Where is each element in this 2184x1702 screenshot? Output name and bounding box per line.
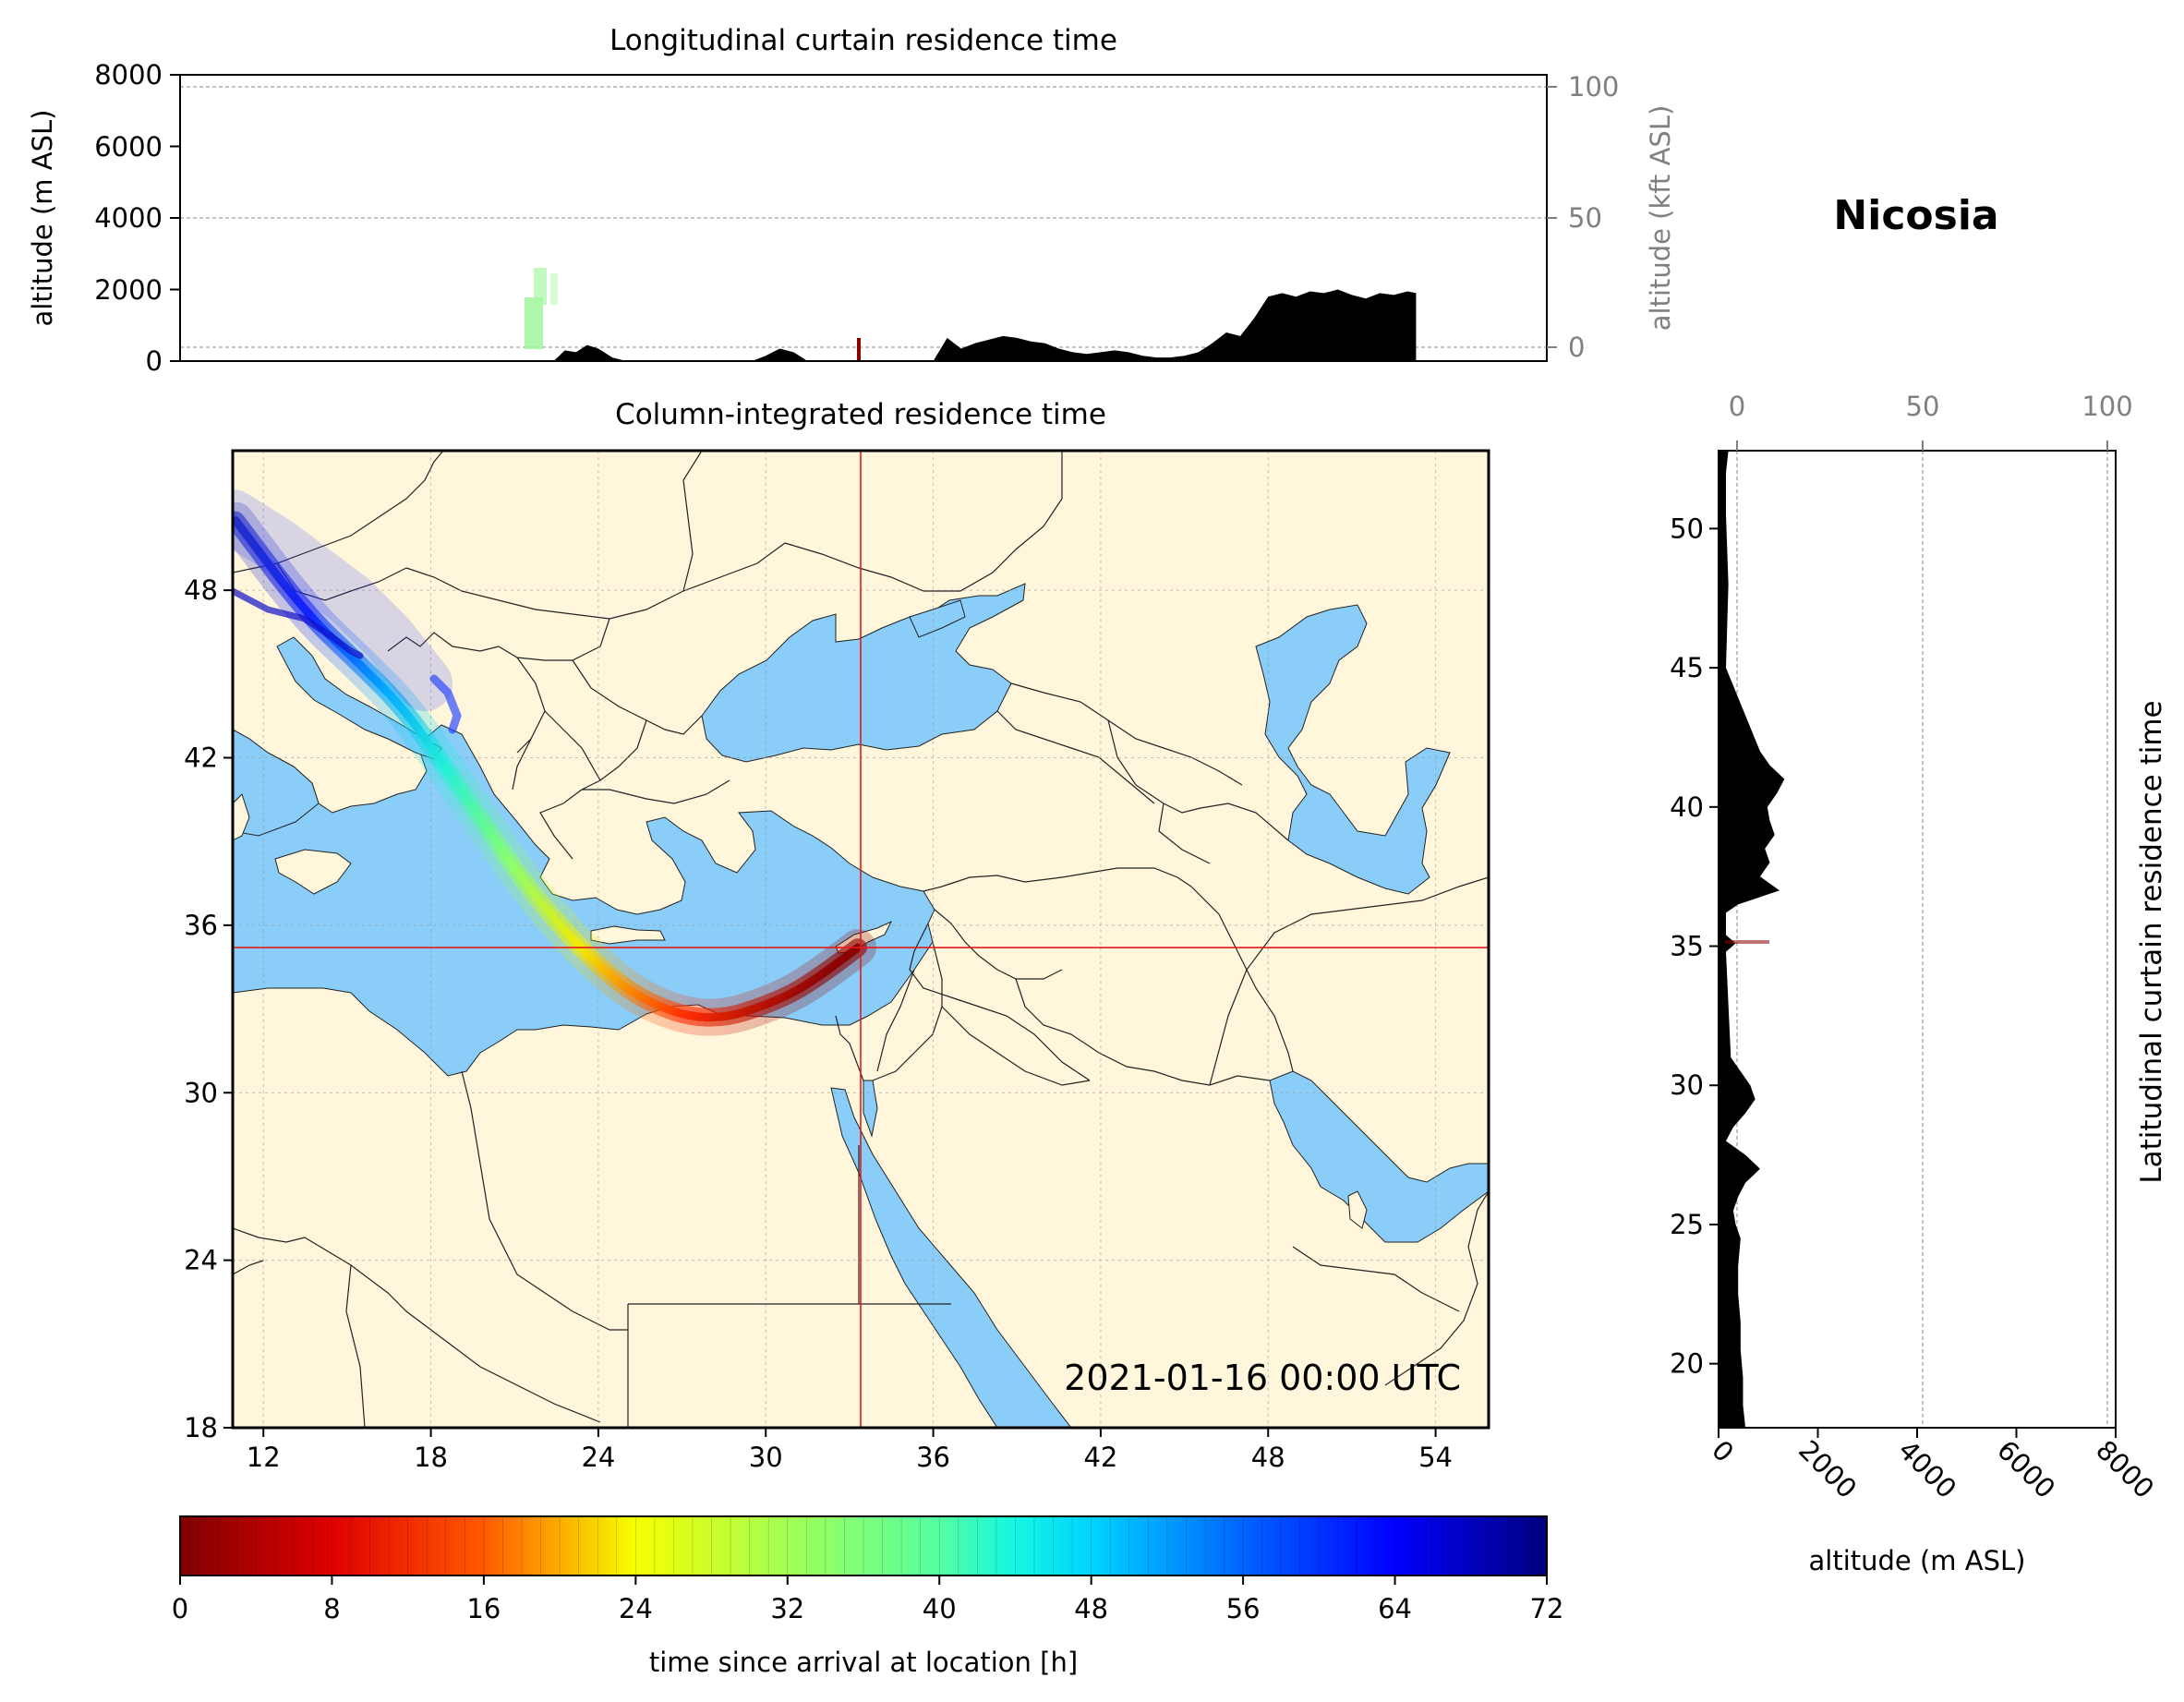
map-ytick-42: 42 <box>184 742 218 774</box>
plume-filament-adriatic <box>429 674 462 734</box>
latitudinal-curtain-panel: 20 25 30 35 40 45 50 0 2000 4000 6000 8000 alt… <box>1670 391 2168 1576</box>
top-plume-patch-high <box>550 273 558 305</box>
map-xtick-24: 24 <box>581 1442 615 1473</box>
right-ytick-35: 35 <box>1670 931 1704 962</box>
colorbar-gradient <box>180 1516 1547 1575</box>
caspian-sea <box>1255 604 1451 895</box>
right-ytick-45: 45 <box>1670 652 1704 683</box>
persian-gulf <box>1269 1070 1489 1243</box>
map-xtick-48: 48 <box>1251 1442 1285 1473</box>
right-axes-frame <box>1718 450 2117 1429</box>
map-canvas: 2021-01-16 00:00 UTC <box>233 451 1489 1428</box>
top-right-ytick-0: 0 <box>1568 332 1585 363</box>
map-y-ticks: 18 24 30 36 42 48 <box>184 574 233 1443</box>
right-ytick-30: 30 <box>1670 1069 1704 1101</box>
map-title: Column-integrated residence time <box>615 398 1106 431</box>
right-xtick-6000: 6000 <box>1991 1434 2061 1504</box>
colorbar-frame <box>179 1515 1548 1576</box>
map-xtick-18: 18 <box>414 1442 448 1473</box>
top-station-marker <box>857 338 861 360</box>
longitudinal-curtain-panel: Longitudinal curtain residence time 0 20… <box>27 24 1676 377</box>
top-ytick-4000: 4000 <box>94 202 163 234</box>
colorbar-segments <box>199 1516 1528 1575</box>
sardinia-island <box>233 793 250 841</box>
colorbar-tick-8: 8 <box>323 1593 340 1624</box>
qatar-peninsula <box>1347 1190 1368 1229</box>
black-sea <box>701 583 1026 763</box>
top-left-ticks: 0 2000 4000 6000 8000 <box>94 59 180 377</box>
map-panel: Column-integrated residence time <box>184 398 1490 1473</box>
country-borders <box>233 451 1489 1428</box>
right-ytick-20: 20 <box>1670 1348 1704 1380</box>
right-top-xtick-0: 0 <box>1729 391 1745 422</box>
map-xtick-54: 54 <box>1418 1442 1453 1473</box>
colorbar-tick-48: 48 <box>1074 1593 1108 1624</box>
map-ytick-18: 18 <box>184 1412 218 1443</box>
colorbar-tick-16: 16 <box>466 1593 501 1624</box>
top-right-ytick-100: 100 <box>1568 71 1619 103</box>
sicily-island <box>274 849 352 895</box>
residence-time-plume <box>233 489 876 1036</box>
top-ytick-2000: 2000 <box>94 274 163 306</box>
map-frame <box>231 449 1490 1430</box>
top-plume-patch-mid <box>534 268 547 305</box>
right-xtick-4000: 4000 <box>1892 1434 1962 1504</box>
top-ytick-0: 0 <box>146 345 163 377</box>
right-station-marker <box>1725 940 1769 944</box>
right-top-xtick-50: 50 <box>1906 391 1940 422</box>
top-plume-patch-lower <box>525 297 543 349</box>
colorbar-tick-0: 0 <box>172 1593 188 1624</box>
map-ytick-48: 48 <box>184 574 218 606</box>
right-xtick-0: 0 <box>1706 1434 1740 1468</box>
right-xtick-8000: 8000 <box>2090 1434 2160 1504</box>
map-xtick-30: 30 <box>749 1442 783 1473</box>
top-ytick-8000: 8000 <box>94 59 163 91</box>
colorbar-label: time since arrival at location [h] <box>649 1647 1078 1678</box>
plume-core <box>233 516 863 1022</box>
plume-filament-north <box>233 587 364 659</box>
right-ytick-50: 50 <box>1670 513 1704 544</box>
map-xtick-36: 36 <box>916 1442 950 1473</box>
colorbar-tick-40: 40 <box>923 1593 957 1624</box>
latitudinal-terrain <box>1719 451 1785 1428</box>
right-top-ticks: 0 50 100 <box>1729 391 2133 451</box>
right-y-ticks: 20 25 30 35 40 45 50 <box>1670 513 1719 1380</box>
top-right-ticks: 0 50 100 <box>1547 71 1619 363</box>
top-right-ytick-50: 50 <box>1568 202 1602 234</box>
colorbar-ticks: 0 8 16 24 32 40 48 56 64 72 <box>172 1575 1564 1624</box>
gulf-of-aqaba <box>863 1080 878 1138</box>
map-ytick-24: 24 <box>184 1245 218 1276</box>
top-ylabel-right: altitude (kft ASL) <box>1645 105 1676 332</box>
colorbar-tick-56: 56 <box>1226 1593 1261 1624</box>
longitudinal-terrain <box>528 289 1417 361</box>
top-ytick-6000: 6000 <box>94 131 163 163</box>
right-xlabel: altitude (m ASL) <box>1809 1545 2026 1576</box>
colorbar-tick-72: 72 <box>1530 1593 1564 1624</box>
colorbar-tick-64: 64 <box>1378 1593 1412 1624</box>
right-top-xtick-100: 100 <box>2081 391 2132 422</box>
map-x-ticks: 12 18 24 30 36 42 48 54 <box>247 1428 1453 1473</box>
colorbar: 0 8 16 24 32 40 48 56 64 72 time since arrival at… <box>172 1515 1564 1678</box>
colorbar-tick-24: 24 <box>619 1593 653 1624</box>
right-ytick-25: 25 <box>1670 1209 1704 1240</box>
latitudinal-curtain-title: Latitudinal curtain residence time <box>2135 700 2168 1183</box>
right-xtick-2000: 2000 <box>1792 1434 1863 1504</box>
plume-spread-north <box>233 489 452 711</box>
sea-of-azov <box>909 599 966 638</box>
map-ytick-36: 36 <box>184 910 218 941</box>
top-ylabel: altitude (m ASL) <box>27 110 58 327</box>
right-bottom-ticks: 0 2000 4000 6000 8000 <box>1706 1428 2160 1504</box>
map-xtick-42: 42 <box>1083 1442 1117 1473</box>
station-name: Nicosia <box>1833 192 1998 239</box>
tyrrhenian-sea <box>233 729 320 837</box>
map-ytick-30: 30 <box>184 1077 218 1108</box>
map-timestamp: 2021-01-16 00:00 UTC <box>1064 1358 1461 1398</box>
longitudinal-curtain-title: Longitudinal curtain residence time <box>609 24 1117 57</box>
colorbar-tick-32: 32 <box>770 1593 804 1624</box>
right-ytick-40: 40 <box>1670 791 1704 823</box>
map-xtick-12: 12 <box>247 1442 281 1473</box>
red-sea <box>830 1087 1072 1428</box>
